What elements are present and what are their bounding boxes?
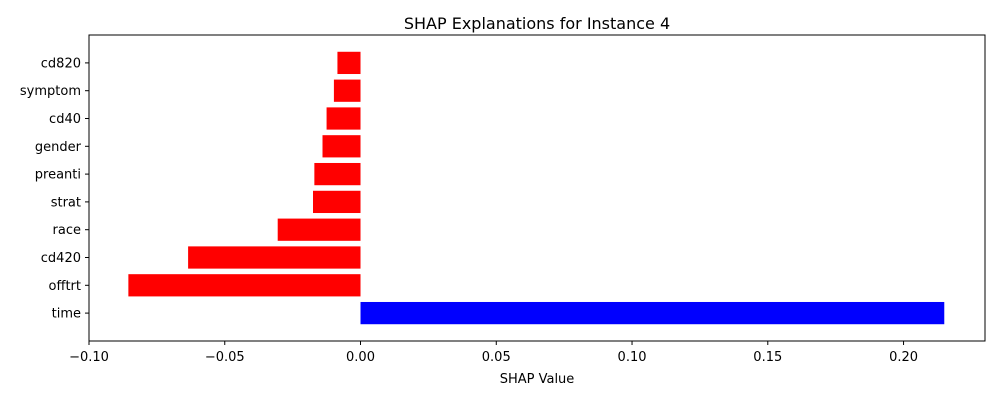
x-tick-label: 0.10 [618,350,647,365]
bar-strat [313,190,361,214]
x-tick-label: 0.00 [346,350,375,365]
y-tick-label: race [53,223,81,238]
y-tick-label: preanti [35,168,81,183]
y-tick-label: symptom [20,84,81,99]
x-axis-label: SHAP Value [500,372,575,387]
bar-offtrt [128,274,361,297]
x-tick-label: 0.15 [753,350,782,365]
x-tick-label: 0.20 [889,350,918,365]
bar-time [360,301,945,325]
chart-title: SHAP Explanations for Instance 4 [404,14,670,33]
plot-frame [88,34,986,342]
bar-gender [322,135,361,158]
y-tick-label: cd820 [41,56,81,71]
bar-cd40 [326,107,361,130]
bar-cd820 [337,51,361,75]
bars-layer [128,51,945,325]
y-tick-label: gender [35,140,82,155]
y-tick-label: offtrt [49,279,81,294]
x-ticks-layer: −0.10 −0.05 0.00 0.05 0.10 0.15 0.20 [69,341,918,365]
bar-race [277,218,361,241]
y-tick-label: cd40 [49,112,81,127]
bar-preanti [314,162,361,186]
y-tick-label: time [52,307,81,322]
x-tick-label: −0.10 [69,350,109,365]
y-ticks-layer: time offtrt cd420 race strat preanti gender cd4… [20,56,89,322]
y-tick-label: strat [51,195,81,210]
y-tick-label: cd420 [41,251,81,266]
x-tick-label: 0.05 [482,350,511,365]
bar-cd420 [188,246,361,269]
x-tick-label: −0.05 [205,350,245,365]
bar-symptom [333,79,361,102]
